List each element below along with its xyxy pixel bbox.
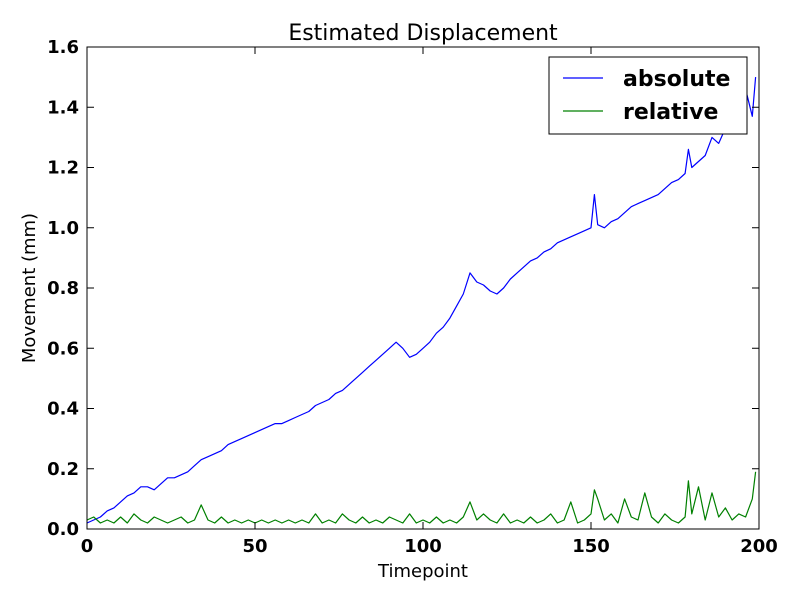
y-tick-label: 0.6 [47,338,79,359]
y-tick-label: 1.6 [47,37,79,58]
y-axis-label: Movement (mm) [19,213,40,363]
legend-box [548,56,748,135]
x-tick-label: 100 [404,536,442,557]
y-tick-label: 1.0 [47,218,79,239]
y-tick-label: 1.4 [47,97,79,118]
x-axis-label: Timepoint [377,561,468,582]
legend-label-relative: relative [623,100,718,125]
series-layer [86,77,757,524]
series-line-absolute [86,77,757,524]
y-tick-label: 0.2 [47,459,79,480]
y-tick-label: 0.8 [47,278,79,299]
y-tick-label: 0.0 [47,519,79,540]
axes-layer: 0 50 100 150 200 0.0 0.2 0.4 0.6 0.8 1.0 1.2 1.4 1.6 [47,37,778,557]
x-tick-label: 50 [242,536,267,557]
y-tick-label: 1.2 [47,158,79,179]
x-tick-label: 0 [81,536,94,557]
x-tick-label: 150 [572,536,610,557]
chart-title: Estimated Displacement [288,21,558,46]
series-line-relative [86,471,757,524]
legend-label-absolute: absolute [623,67,730,92]
x-tick-label: 200 [740,536,778,557]
legend: absolute relative [548,56,748,135]
y-tick-label: 0.4 [47,399,79,420]
